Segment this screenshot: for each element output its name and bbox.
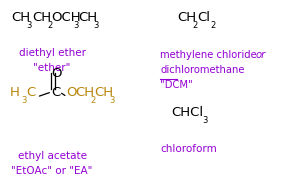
Text: CH: CH — [12, 11, 31, 24]
Text: dichloromethane: dichloromethane — [160, 65, 245, 75]
Text: O: O — [51, 67, 62, 80]
Text: 3: 3 — [93, 21, 98, 30]
Text: CH: CH — [75, 87, 94, 100]
Text: CH: CH — [32, 11, 51, 24]
Text: CH: CH — [177, 11, 196, 24]
Text: 3: 3 — [109, 96, 115, 105]
Text: C: C — [51, 87, 60, 100]
Text: 3: 3 — [21, 96, 26, 105]
Text: chloroform: chloroform — [161, 144, 217, 154]
Text: or: or — [255, 50, 265, 60]
Text: CH: CH — [78, 11, 97, 24]
Text: 3: 3 — [74, 21, 79, 30]
Text: methylene chloride: methylene chloride — [160, 50, 260, 60]
Text: diethyl ether: diethyl ether — [19, 48, 86, 58]
Text: 2: 2 — [47, 21, 52, 30]
Text: "ether": "ether" — [33, 63, 71, 73]
Text: Cl: Cl — [197, 11, 210, 24]
Text: 2: 2 — [210, 21, 216, 30]
Text: 2: 2 — [192, 21, 198, 30]
Text: C: C — [27, 87, 36, 100]
Text: ethyl acetate: ethyl acetate — [18, 151, 86, 161]
Text: OCH: OCH — [51, 11, 81, 24]
Text: O: O — [66, 87, 77, 100]
Text: CHCl: CHCl — [172, 106, 204, 119]
Text: H: H — [10, 87, 20, 100]
Text: "DCM": "DCM" — [160, 80, 193, 90]
Text: 2: 2 — [90, 96, 95, 105]
Text: 3: 3 — [203, 116, 208, 125]
Text: "EtOAc" or "EA": "EtOAc" or "EA" — [11, 166, 93, 176]
Text: CH: CH — [94, 87, 113, 100]
Text: 3: 3 — [27, 21, 32, 30]
